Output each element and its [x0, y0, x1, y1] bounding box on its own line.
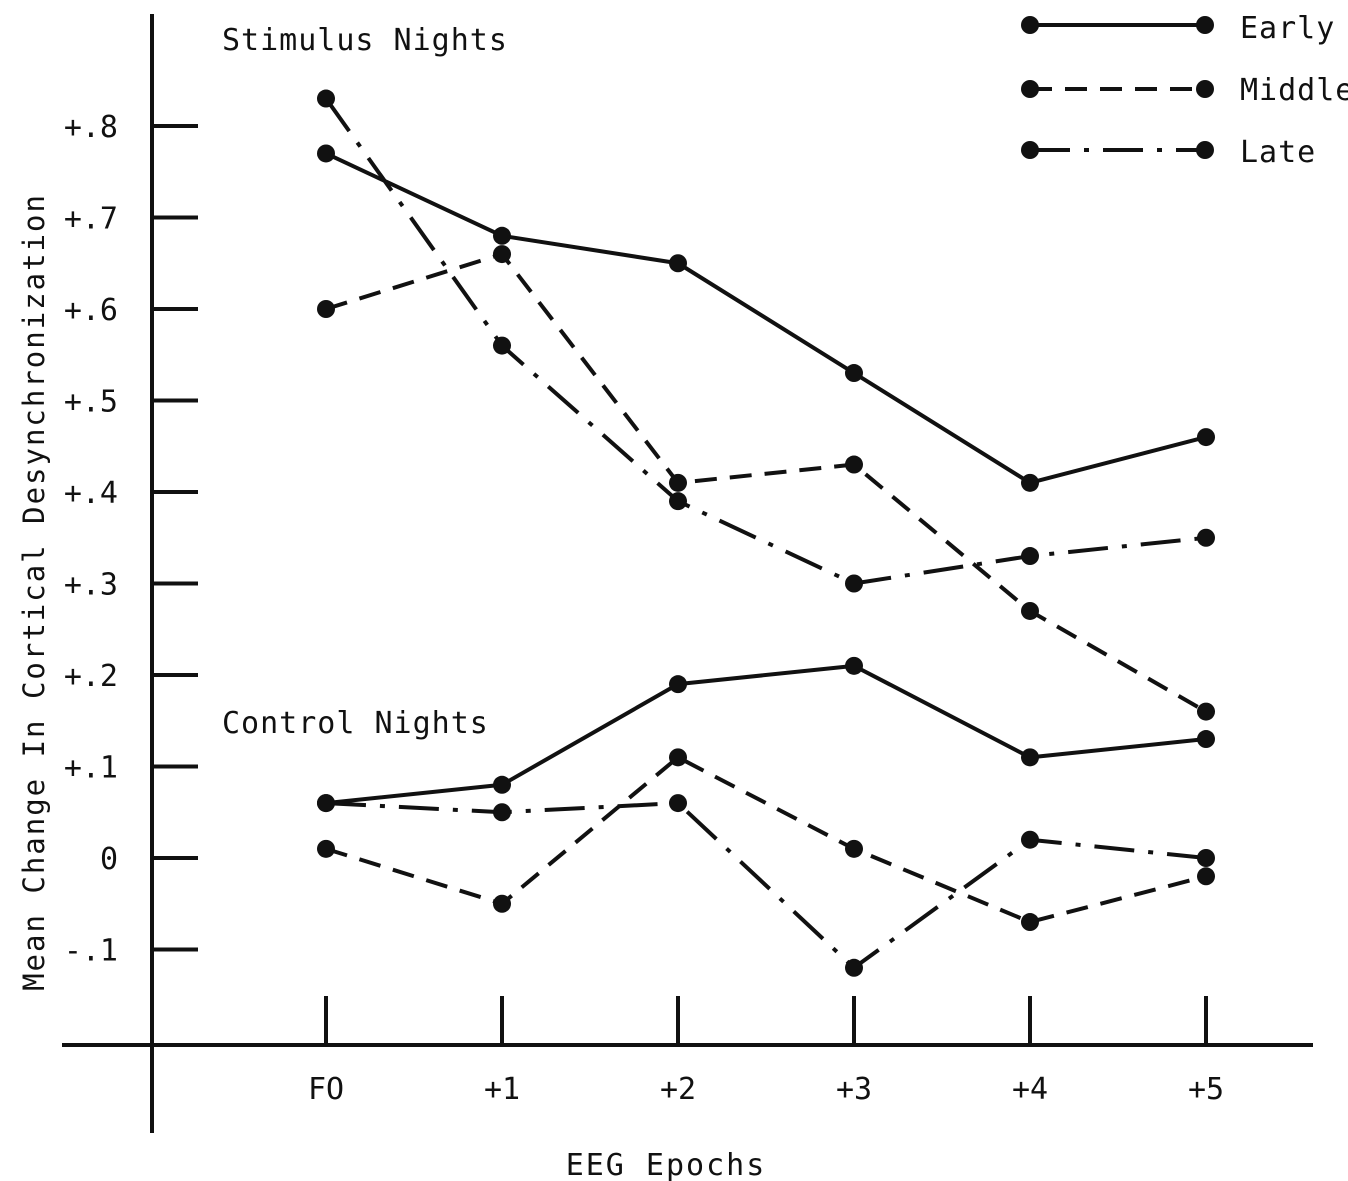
control-middle-point [1197, 867, 1215, 886]
series-layer [317, 89, 1215, 977]
y-tick-label: +.2 [64, 659, 118, 694]
legend-item-early: Early [1021, 11, 1335, 46]
legend: Early Middle Late [1021, 11, 1348, 170]
legend-item-middle: Middle [1021, 73, 1348, 108]
control-early-point [1021, 748, 1039, 767]
control-early-point [1197, 730, 1215, 749]
control-middle-point [669, 748, 687, 767]
y-axis-ticks: +.8 +.7 +.6 +.5 +.4 +.3 +.2 +.1 0 -.1 [64, 110, 198, 969]
y-tick-label: +.5 [64, 385, 118, 420]
control-late-point [1021, 830, 1039, 849]
control-middle-line [325, 755, 1207, 925]
stimulus-early-point [1197, 428, 1215, 447]
y-tick-label: +.1 [64, 751, 118, 786]
x-tick-label: +1 [484, 1072, 520, 1107]
control-middle-point [317, 839, 335, 858]
stimulus-middle-point [493, 245, 511, 264]
y-tick-label: +.7 [64, 202, 118, 237]
stimulus-middle-point [317, 300, 335, 318]
legend-item-late: Late [1021, 135, 1316, 170]
y-tick-label: +.4 [64, 476, 118, 511]
control-middle-point [845, 839, 863, 858]
stimulus-middle-point [669, 473, 687, 492]
stimulus-late-point [669, 492, 687, 511]
stimulus-late-point [317, 89, 335, 108]
stimulus-middle-point [1197, 702, 1215, 721]
stimulus-late-point [845, 574, 863, 593]
y-tick-label: +.6 [64, 293, 118, 328]
stimulus-middle-point [845, 455, 863, 474]
control-nights-label: Control Nights [222, 706, 489, 741]
control-early-point [669, 675, 687, 694]
legend-marker-middle-right [1196, 80, 1214, 98]
stimulus-nights-label: Stimulus Nights [222, 23, 508, 58]
legend-label-early: Early [1240, 11, 1335, 46]
stimulus-middle-point [1021, 601, 1039, 620]
y-tick-label: 0 [100, 842, 118, 877]
legend-marker-early-right [1196, 16, 1214, 34]
stimulus-late-point [493, 336, 511, 355]
control-early-point [493, 775, 511, 794]
x-axis-title: EEG Epochs [566, 1148, 767, 1181]
y-tick-label: +.8 [64, 110, 118, 145]
stimulus-middle-line [325, 252, 1207, 714]
stimulus-early-point [317, 144, 335, 163]
legend-label-late: Late [1240, 135, 1316, 170]
legend-marker-late-left [1021, 141, 1039, 159]
legend-marker-middle-left [1021, 80, 1039, 98]
stimulus-early-point [493, 226, 511, 245]
stimulus-early-point [669, 254, 687, 273]
x-tick-label: +3 [836, 1072, 872, 1107]
control-late-line [325, 801, 1207, 970]
legend-label-middle: Middle [1240, 73, 1348, 108]
control-late-point [317, 794, 335, 813]
x-tick-label: +2 [660, 1072, 696, 1107]
stimulus-early-point [845, 364, 863, 383]
control-late-point [493, 803, 511, 822]
control-early-line [325, 663, 1207, 806]
y-tick-label: +.3 [64, 568, 118, 603]
legend-marker-early-left [1021, 16, 1039, 34]
control-middle-point [1021, 913, 1039, 932]
x-tick-label: +5 [1188, 1072, 1224, 1107]
stimulus-late-point [1021, 547, 1039, 566]
control-middle-point [493, 894, 511, 913]
x-tick-label: FO [308, 1072, 344, 1107]
stimulus-early-point [1021, 473, 1039, 492]
y-axis-title: Mean Change In Cortical Desynchronizatio… [17, 193, 51, 991]
control-late-point [845, 958, 863, 977]
control-late-point [1197, 849, 1215, 867]
control-early-point [845, 656, 863, 675]
stimulus-late-line [324, 97, 1207, 586]
x-axis-ticks: FO +1 +2 +3 +4 +5 [308, 996, 1224, 1107]
control-late-point [669, 794, 687, 813]
stimulus-late-point [1197, 528, 1215, 547]
y-tick-label: -.1 [64, 934, 118, 969]
x-tick-label: +4 [1012, 1072, 1048, 1107]
stimulus-early-line [325, 151, 1207, 485]
legend-marker-late-right [1196, 141, 1214, 159]
